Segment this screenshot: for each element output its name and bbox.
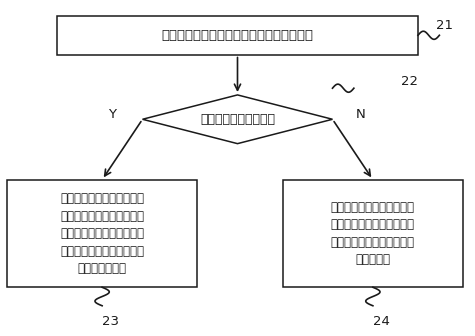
- Text: 获取当前功率模块温度，根
据当前功率模块温度控制第
一电子膨胀阀和第二电子膨
胀阀的开度: 获取当前功率模块温度，根 据当前功率模块温度控制第 一电子膨胀阀和第二电子膨 胀…: [331, 201, 415, 266]
- Text: 变频空调器运行时，获取当前室外环境温度: 变频空调器运行时，获取当前室外环境温度: [162, 29, 314, 42]
- FancyBboxPatch shape: [283, 180, 463, 287]
- Text: 23: 23: [102, 316, 119, 328]
- Text: 24: 24: [373, 316, 390, 328]
- Text: N: N: [355, 108, 365, 121]
- Text: 22: 22: [401, 75, 418, 88]
- Polygon shape: [142, 95, 332, 144]
- FancyBboxPatch shape: [57, 16, 418, 54]
- Text: 获取当前功率模块温度、当
前室内温差，根据当前功率
模块温度和当前室内温差控
制第一电子膨胀阀和第二电
子膨胀阀的开度: 获取当前功率模块温度、当 前室内温差，根据当前功率 模块温度和当前室内温差控 制…: [60, 192, 144, 275]
- Text: Y: Y: [108, 108, 116, 121]
- Text: 满足预设外环温条件？: 满足预设外环温条件？: [200, 113, 275, 126]
- FancyBboxPatch shape: [7, 180, 197, 287]
- Text: 21: 21: [436, 19, 453, 32]
